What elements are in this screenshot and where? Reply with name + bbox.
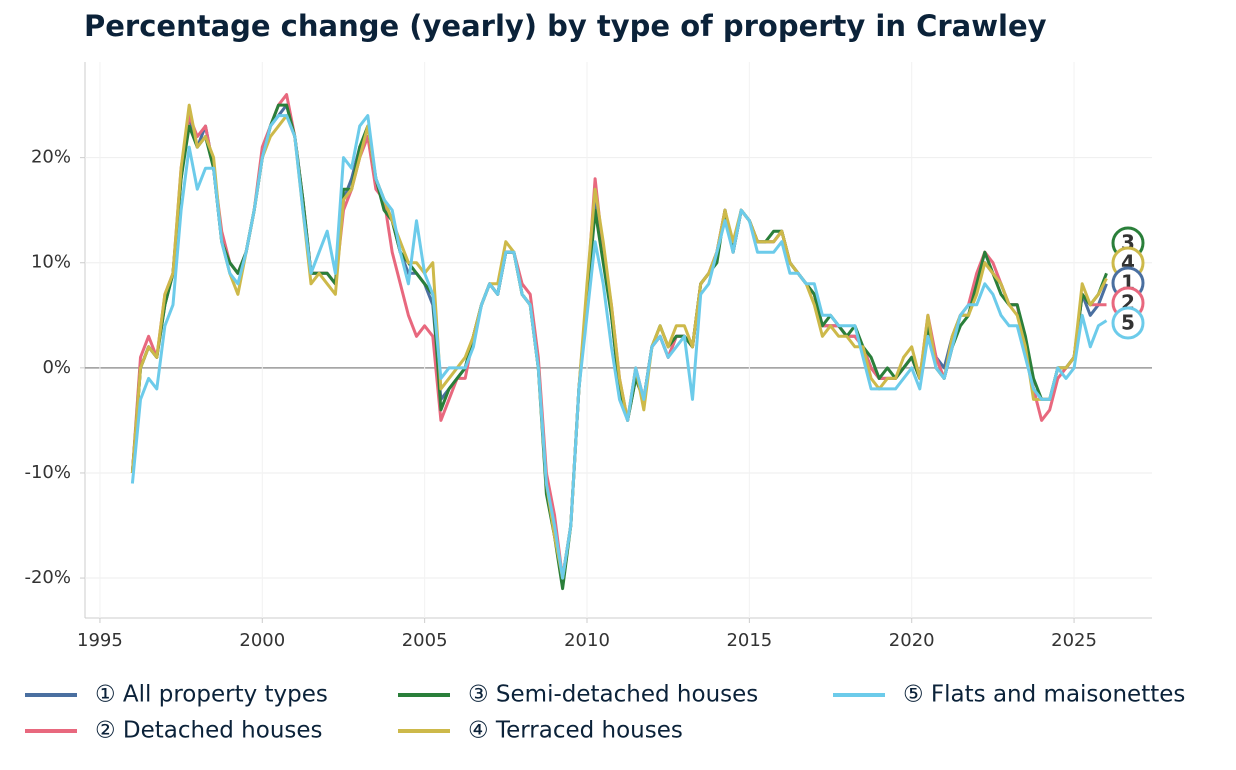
- x-tick-label: 2005: [402, 630, 448, 651]
- x-tick-label: 2025: [1051, 630, 1097, 651]
- y-tick-label: -20%: [24, 567, 71, 588]
- x-tick-label: 2015: [726, 630, 772, 651]
- x-tick-label: 2010: [564, 630, 610, 651]
- y-tick-label: 20%: [31, 147, 71, 168]
- series-line: [130, 114, 1108, 580]
- end-label: 5: [1121, 311, 1135, 335]
- legend-label: ④ Terraced houses: [468, 718, 683, 744]
- end-marker: [1111, 306, 1145, 340]
- legend-label: ③ Semi-detached houses: [468, 682, 758, 708]
- series-line: [130, 103, 1108, 591]
- legend-label: ② Detached houses: [95, 718, 323, 744]
- chart-title: Percentage change (yearly) by type of pr…: [84, 9, 1047, 43]
- y-tick-label: 0%: [42, 357, 71, 378]
- series-line: [130, 103, 1108, 580]
- x-tick-label: 2020: [889, 630, 935, 651]
- y-tick-label: 10%: [31, 252, 71, 273]
- legend-label: ⑤ Flats and maisonettes: [903, 682, 1185, 708]
- x-tick-label: 2000: [239, 630, 285, 651]
- y-tick-label: -10%: [24, 462, 71, 483]
- series-line: [130, 93, 1107, 580]
- series-line: [130, 103, 1108, 580]
- legend-label: ① All property types: [95, 682, 328, 708]
- x-tick-label: 1995: [77, 630, 123, 651]
